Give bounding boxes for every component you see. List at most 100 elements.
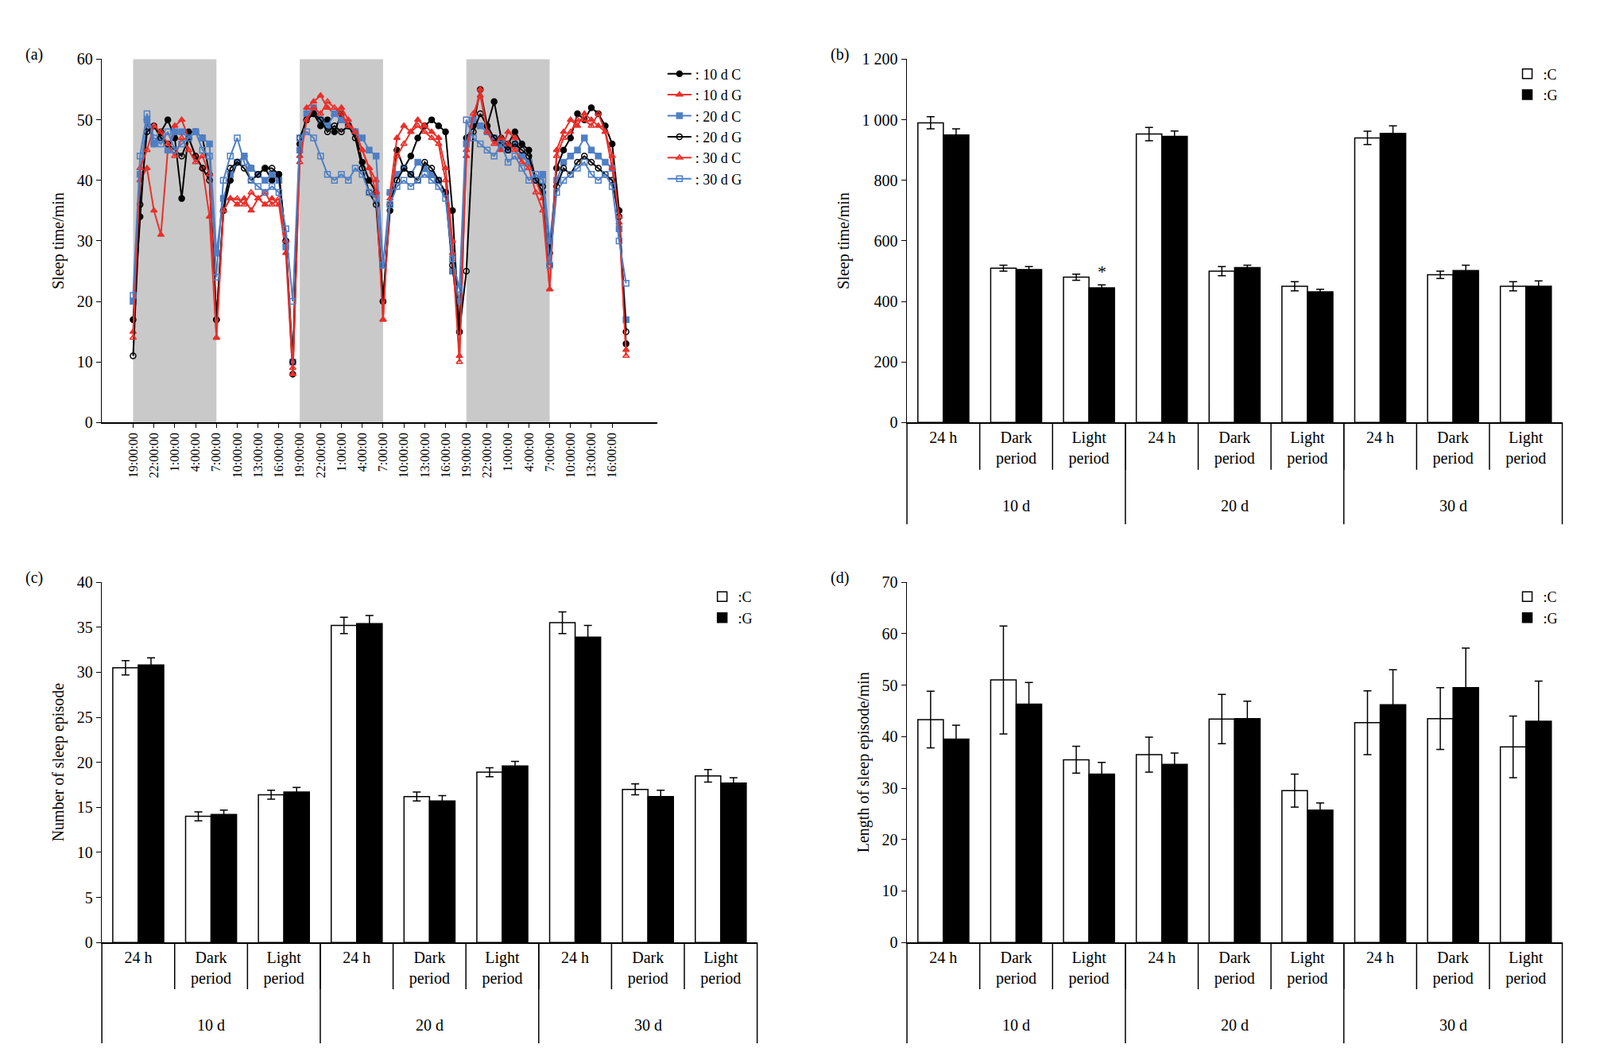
- svg-text:: 20 d C: : 20 d C: [695, 108, 742, 125]
- svg-text:30 d: 30 d: [634, 1015, 663, 1034]
- svg-text:19:00:00: 19:00:00: [459, 432, 473, 478]
- svg-text:4:00:00: 4:00:00: [355, 432, 369, 472]
- svg-text:Lightperiod: Lightperiod: [263, 948, 305, 988]
- svg-text::G: :G: [1543, 87, 1558, 104]
- svg-text:13:00:00: 13:00:00: [418, 432, 432, 478]
- svg-text:Darkperiod: Darkperiod: [409, 948, 450, 988]
- svg-text:7:00:00: 7:00:00: [375, 432, 390, 472]
- svg-text:Lightperiod: Lightperiod: [1069, 428, 1110, 468]
- svg-text:Length of sleep episode/min: Length of sleep episode/min: [854, 671, 873, 853]
- svg-text:60: 60: [77, 50, 93, 68]
- svg-text:1:00:00: 1:00:00: [500, 432, 515, 472]
- svg-text::C: :C: [1543, 588, 1558, 605]
- svg-text:*: *: [1097, 261, 1107, 282]
- svg-text:0: 0: [890, 933, 899, 951]
- svg-text:Lightperiod: Lightperiod: [1505, 428, 1546, 468]
- svg-text:(c): (c): [25, 568, 43, 587]
- svg-text:Lightperiod: Lightperiod: [1286, 948, 1328, 988]
- svg-text:20 d: 20 d: [1220, 496, 1249, 515]
- svg-text:10 d: 10 d: [197, 1015, 225, 1034]
- svg-text:Darkperiod: Darkperiod: [190, 948, 232, 988]
- svg-text:10:00:00: 10:00:00: [563, 432, 578, 478]
- svg-text:24 h: 24 h: [123, 948, 152, 966]
- svg-text:7:00:00: 7:00:00: [209, 432, 223, 472]
- svg-text::G: :G: [738, 610, 753, 627]
- svg-text:24 h: 24 h: [929, 948, 957, 966]
- svg-text::C: :C: [1543, 66, 1558, 83]
- svg-text:40: 40: [882, 727, 899, 745]
- svg-text:1 200: 1 200: [862, 50, 899, 68]
- svg-text:Sleep time/min: Sleep time/min: [49, 192, 68, 290]
- svg-text:Darkperiod: Darkperiod: [995, 948, 1037, 988]
- svg-text:35: 35: [77, 618, 93, 636]
- svg-text:(b): (b): [830, 45, 849, 64]
- svg-text:24 h: 24 h: [561, 948, 589, 966]
- svg-text::C: :C: [738, 588, 752, 605]
- svg-text:15: 15: [77, 798, 93, 816]
- svg-text:4:00:00: 4:00:00: [522, 432, 536, 472]
- svg-text:Darkperiod: Darkperiod: [995, 428, 1037, 468]
- svg-text:10: 10: [77, 843, 93, 861]
- svg-text:16:00:00: 16:00:00: [438, 432, 453, 478]
- svg-text:0: 0: [890, 413, 899, 431]
- svg-text:7:00:00: 7:00:00: [542, 432, 557, 472]
- svg-text:Lightperiod: Lightperiod: [700, 948, 741, 988]
- svg-text:Lightperiod: Lightperiod: [1505, 948, 1546, 988]
- svg-text:Darkperiod: Darkperiod: [1433, 428, 1474, 468]
- svg-text:: 30 d G: : 30 d G: [695, 171, 743, 188]
- svg-text:13:00:00: 13:00:00: [251, 432, 265, 478]
- svg-text:24 h: 24 h: [342, 948, 371, 966]
- svg-text:Darkperiod: Darkperiod: [1433, 948, 1474, 988]
- svg-text:22:00:00: 22:00:00: [313, 432, 328, 478]
- svg-text:24 h: 24 h: [929, 428, 957, 446]
- svg-text:10:00:00: 10:00:00: [396, 432, 411, 478]
- svg-text:20 d: 20 d: [1220, 1015, 1249, 1034]
- svg-text:1:00:00: 1:00:00: [334, 432, 349, 472]
- svg-text:: 20 d G: : 20 d G: [695, 129, 743, 146]
- svg-text:1 000: 1 000: [862, 111, 899, 129]
- svg-text:10 d: 10 d: [1002, 1015, 1031, 1034]
- svg-text:(d): (d): [830, 568, 849, 587]
- svg-text:24 h: 24 h: [1147, 948, 1176, 966]
- svg-text:25: 25: [77, 708, 93, 726]
- svg-text:200: 200: [874, 352, 899, 371]
- svg-text:16:00:00: 16:00:00: [271, 432, 286, 478]
- svg-text:10: 10: [77, 352, 93, 371]
- svg-text:5: 5: [85, 888, 93, 907]
- svg-text:19:00:00: 19:00:00: [292, 432, 307, 478]
- svg-text:0: 0: [85, 413, 93, 431]
- svg-text:60: 60: [882, 624, 899, 643]
- svg-text:: 10 d C: : 10 d C: [695, 66, 742, 83]
- svg-text:30 d: 30 d: [1439, 496, 1468, 515]
- svg-text:30 d: 30 d: [1439, 1015, 1468, 1034]
- svg-text:Sleep time/min: Sleep time/min: [834, 192, 853, 290]
- svg-text:10:00:00: 10:00:00: [230, 432, 245, 478]
- svg-text:24 h: 24 h: [1366, 428, 1395, 446]
- svg-text:30: 30: [77, 662, 93, 681]
- svg-text:10 d: 10 d: [1002, 496, 1031, 515]
- svg-text:Darkperiod: Darkperiod: [1214, 948, 1256, 988]
- svg-text:24 h: 24 h: [1366, 948, 1395, 966]
- svg-text:1:00:00: 1:00:00: [167, 432, 182, 472]
- svg-text:30: 30: [882, 778, 899, 797]
- svg-text:: 30 d C: : 30 d C: [695, 150, 742, 167]
- svg-text:Darkperiod: Darkperiod: [1214, 428, 1256, 468]
- svg-text:Lightperiod: Lightperiod: [481, 948, 523, 988]
- svg-text:Lightperiod: Lightperiod: [1286, 428, 1328, 468]
- svg-text:24 h: 24 h: [1147, 428, 1176, 446]
- svg-text:40: 40: [77, 171, 93, 190]
- svg-text:50: 50: [77, 111, 93, 129]
- svg-text:30: 30: [77, 232, 93, 250]
- svg-text:10: 10: [882, 881, 899, 899]
- svg-text:22:00:00: 22:00:00: [480, 432, 494, 478]
- svg-text:800: 800: [874, 171, 899, 190]
- svg-text:Lightperiod: Lightperiod: [1069, 948, 1110, 988]
- svg-text:19:00:00: 19:00:00: [126, 432, 140, 478]
- svg-text:: 10 d G: : 10 d G: [695, 87, 743, 104]
- svg-text:16:00:00: 16:00:00: [604, 432, 619, 478]
- svg-text:40: 40: [77, 573, 93, 591]
- svg-text:22:00:00: 22:00:00: [147, 432, 161, 478]
- svg-text:20: 20: [77, 753, 93, 771]
- svg-text:20: 20: [882, 830, 899, 849]
- svg-text:70: 70: [882, 573, 899, 591]
